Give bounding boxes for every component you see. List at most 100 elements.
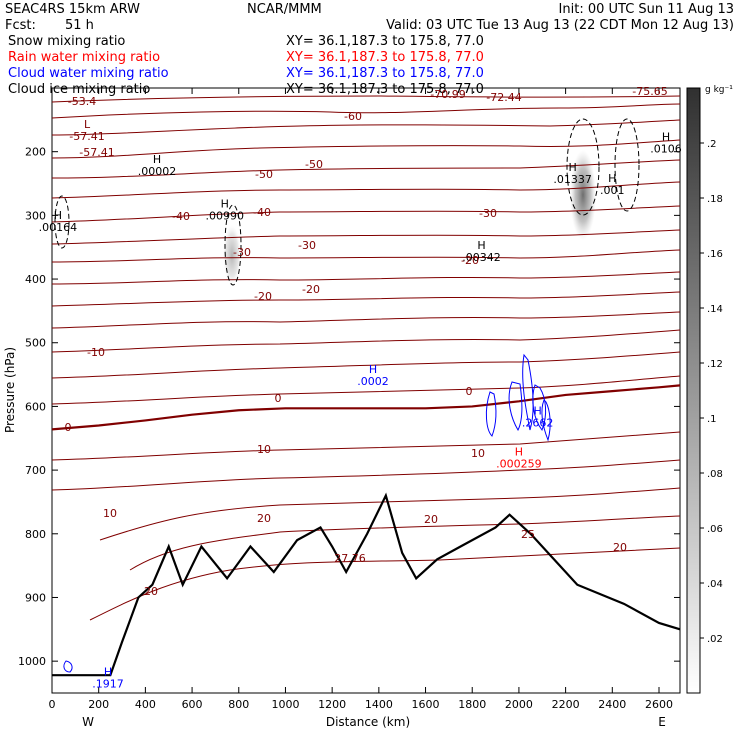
cloud-contour [532,384,547,431]
isotherm-label: -20 [461,254,479,267]
extremum-value: .00164 [39,221,78,234]
isotherm-line [51,95,681,103]
x-tick-label: 1600 [412,698,440,711]
field-xy-snow: XY= 36.1,187.3 to 175.8, 77.0 [286,34,484,49]
zero-isotherm [51,384,681,431]
colorbar-tick-label: .04 [707,579,723,590]
colorbar-gradient [686,87,701,694]
extremum-symbol: H [369,363,377,376]
isotherm-label: -10 [87,346,105,359]
isotherm-line [51,181,681,199]
model-title: SEAC4RS 15km ARW [5,2,140,17]
isotherm-line [51,459,681,491]
extremum-symbol: H [477,239,485,252]
colorbar: g kg⁻¹ .02 .04 .06 .08 .1 .12 .14 .16 .18 .2 [686,85,733,694]
isotherm-label: 0 [65,421,72,434]
x-tick-label: 600 [182,698,203,711]
isotherm-line [51,291,681,307]
isotherm-line [89,547,681,621]
extremum-symbol: H [54,209,62,222]
org-label: NCAR/MMM [247,2,322,17]
y-tick-label: 700 [25,464,46,477]
isotherm-label: -75.65 [632,85,667,98]
cloud-contour [522,353,534,431]
isotherm-label: 10 [471,447,485,460]
forecast-hours: 51 h [65,18,94,33]
colorbar-unit: g kg⁻¹ [705,85,733,95]
isotherm-line [51,351,681,379]
y-axis-title: Pressure (hPa) [3,347,17,433]
isotherm-line [99,487,681,541]
field-label-ice: Cloud ice mixing ratio [8,82,150,97]
isotherm-line [51,159,681,179]
extremum-value: .0106 [650,143,682,156]
isotherm-line [51,119,681,136]
cloud-contour [508,381,523,432]
x-tick-label: 1000 [271,698,299,711]
isotherm-line [51,329,681,353]
isotherm-line [51,311,681,329]
colorbar-tick-label: .02 [707,634,723,645]
extremum-value: .0002 [357,375,389,388]
isotherm-label: 20 [144,585,158,598]
isotherm-label: -72.44 [486,91,521,104]
isotherm-label: 20 [257,512,271,525]
isotherm-label: 20 [613,541,627,554]
cloud-contour [541,399,551,442]
x-tick-label: 1800 [458,698,486,711]
field-xy-ice: XY= 36.1,187.3 to 175.8, 77.0 [286,82,484,97]
x-tick-label: 800 [228,698,249,711]
isotherm-line [51,139,681,159]
y-tick-label: 900 [25,591,46,604]
y-tick-label: 800 [25,528,46,541]
snow-contour [224,204,242,286]
snow-contour [614,118,640,212]
isotherm-label: 10 [103,507,117,520]
y-tick-label: 200 [25,146,46,159]
isotherm-label: -53.4 [68,95,96,108]
isotherm-label: -20 [302,283,320,296]
colorbar-tick-label: .06 [707,524,723,535]
field-xy-rain: XY= 36.1,187.3 to 175.8, 77.0 [286,50,484,65]
snow-contour [566,118,600,216]
y-tick-label: 1000 [18,655,46,668]
extremum-symbol: H [515,446,523,459]
isotherm-label: 0 [275,392,282,405]
isotherm-line [51,249,681,263]
isotherm-label: -70.99 [430,88,465,101]
field-label-cloud: Cloud water mixing ratio [8,66,169,81]
east-label: E [658,715,666,729]
isotherm-line [51,229,681,245]
extremum-value: .00002 [138,165,177,178]
extremum-value: .00342 [462,251,501,264]
snow-contours [54,118,640,286]
extremum-symbol: L [84,118,91,131]
extremum-value: .1917 [92,677,124,690]
x-tick-label: 1400 [365,698,393,711]
isotherm-label: -60 [344,110,362,123]
isotherm-line [51,271,681,285]
colorbar-tick-label: .16 [707,249,723,260]
x-axis-title: Distance (km) [326,715,410,729]
ice-shade-1 [223,225,241,285]
extremum-value: .00990 [206,209,245,222]
ice-shading [223,150,596,285]
isotherm-label: 0 [466,385,473,398]
field-xy-cloud: XY= 36.1,187.3 to 175.8, 77.0 [286,66,484,81]
isotherm-label: -50 [305,158,323,171]
isotherm-label: 20 [424,513,438,526]
isotherm-label: -20 [254,290,272,303]
isotherm-label: -30 [298,239,316,252]
isotherm-line [129,515,681,571]
colorbar-tick-label: .08 [707,469,723,480]
cloud-water-contours [63,353,551,673]
terrain-line [52,492,681,677]
extremum-value: .001 [600,184,625,197]
extremum-value: .01337 [553,173,592,186]
temperature-contours [51,95,681,621]
colorbar-tick-label: .18 [707,194,723,205]
isotherm-line [51,431,681,461]
field-label-snow: Snow mixing ratio [8,34,125,49]
forecast-label: Fcst: [5,18,36,33]
